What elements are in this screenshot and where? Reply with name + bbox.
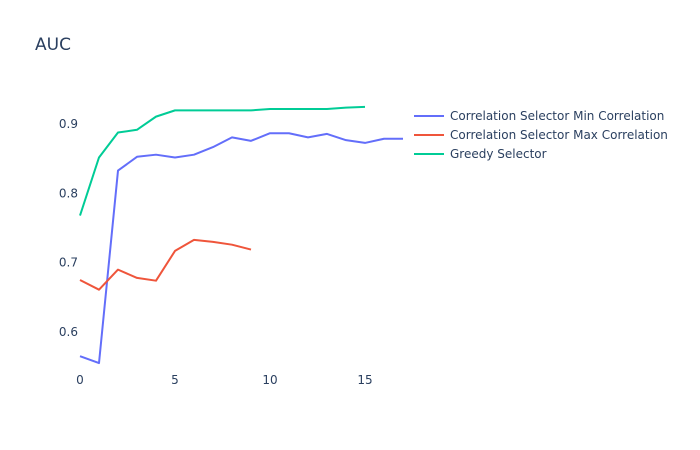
series-2-point-6[interactable]	[191, 107, 197, 113]
series-2-point-14[interactable]	[343, 105, 349, 111]
legend-item-1[interactable]: Correlation Selector Max Correlation	[414, 128, 668, 142]
legend-label: Greedy Selector	[450, 147, 547, 161]
x-axis-ticks: 0 5 10 15	[76, 373, 372, 387]
y-tick-label: 0.6	[59, 325, 78, 339]
series-1-point-7[interactable]	[210, 239, 216, 245]
series-0-point-15[interactable]	[362, 140, 368, 146]
series-2-point-10[interactable]	[267, 106, 273, 112]
series-2-point-7[interactable]	[210, 107, 216, 113]
series-0-point-16[interactable]	[381, 136, 387, 142]
series-2-point-12[interactable]	[305, 106, 311, 112]
series-line-1[interactable]	[79, 238, 252, 291]
series-1-point-4[interactable]	[153, 278, 159, 284]
series-0-point-11[interactable]	[286, 130, 292, 136]
series-2-point-11[interactable]	[286, 106, 292, 112]
legend-item-0[interactable]: Correlation Selector Min Correlation	[414, 109, 664, 123]
y-tick-label: 0.7	[59, 256, 78, 270]
series-1-point-2[interactable]	[115, 267, 121, 273]
series-0-point-6[interactable]	[191, 152, 197, 158]
series-1-point-1[interactable]	[96, 287, 102, 293]
series-2-point-3[interactable]	[134, 127, 140, 133]
legend[interactable]: Correlation Selector Min Correlation Corr…	[414, 109, 668, 161]
series-0-point-3[interactable]	[134, 154, 140, 160]
series-1-point-5[interactable]	[172, 248, 178, 254]
series-0-point-2[interactable]	[115, 168, 121, 174]
x-tick-label: 10	[262, 373, 277, 387]
series-0-point-4[interactable]	[153, 152, 159, 158]
series-2-point-5[interactable]	[172, 107, 178, 113]
series-0-point-8[interactable]	[229, 134, 235, 140]
series-2-point-9[interactable]	[248, 107, 254, 113]
series-1-point-9[interactable]	[248, 247, 254, 253]
series-0-point-10[interactable]	[267, 130, 273, 136]
series-2-point-13[interactable]	[324, 106, 330, 112]
series-0-point-9[interactable]	[248, 138, 254, 144]
legend-label: Correlation Selector Min Correlation	[450, 109, 664, 123]
series-2-point-15[interactable]	[362, 104, 368, 110]
series-line-2[interactable]	[79, 105, 366, 216]
series-1-point-6[interactable]	[191, 237, 197, 243]
series-1-point-8[interactable]	[229, 242, 235, 248]
x-tick-label: 0	[76, 373, 84, 387]
series-0-point-17[interactable]	[400, 136, 406, 142]
x-tick-label: 5	[171, 373, 179, 387]
y-tick-label: 0.8	[59, 186, 78, 200]
plot-area	[77, 104, 406, 366]
series-0-point-1[interactable]	[96, 360, 102, 366]
chart-title: AUC	[35, 35, 71, 55]
series-2-point-2[interactable]	[115, 130, 121, 136]
series-0-point-0[interactable]	[77, 353, 83, 359]
series-2-point-0[interactable]	[77, 213, 83, 219]
y-tick-label: 0.9	[59, 117, 78, 131]
legend-label: Correlation Selector Max Correlation	[450, 128, 668, 142]
series-0-point-5[interactable]	[172, 154, 178, 160]
series-2-point-1[interactable]	[96, 154, 102, 160]
series-1-point-0[interactable]	[77, 277, 83, 283]
x-tick-label: 15	[357, 373, 372, 387]
series-2-point-4[interactable]	[153, 114, 159, 120]
series-0-point-7[interactable]	[210, 144, 216, 150]
series-0-point-14[interactable]	[343, 137, 349, 143]
y-axis-ticks: 0.6 0.7 0.8 0.9	[59, 117, 78, 339]
series-0-point-12[interactable]	[305, 134, 311, 140]
series-0-point-13[interactable]	[324, 131, 330, 137]
series-2-point-8[interactable]	[229, 107, 235, 113]
series-line-0[interactable]	[79, 132, 403, 365]
series-1-point-3[interactable]	[134, 275, 140, 281]
legend-item-2[interactable]: Greedy Selector	[414, 147, 547, 161]
